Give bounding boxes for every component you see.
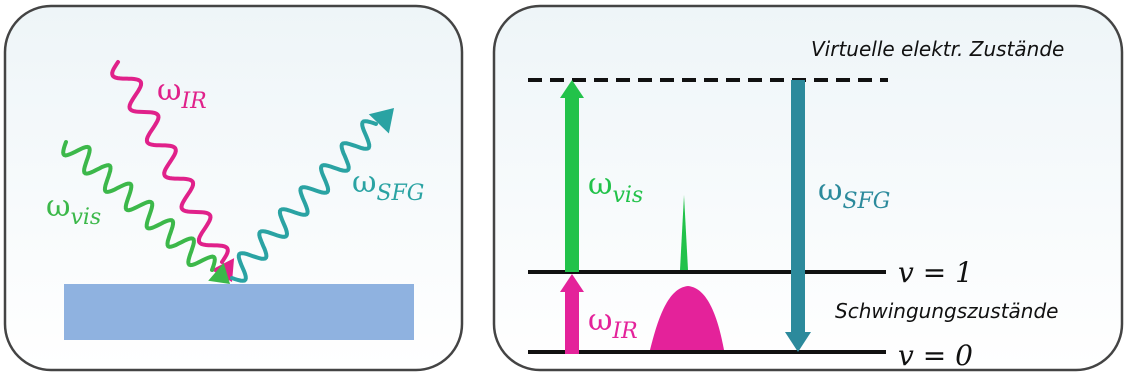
level-v0-label: 𝑣 = 0	[898, 339, 973, 372]
vis-spectral-peak	[680, 195, 688, 270]
virtual-state-label: Virtuelle elektr. Zustände	[811, 37, 1064, 61]
sfg-transition-shaft	[791, 80, 805, 334]
ir-beam	[110, 60, 230, 264]
vibrational-states-label: Schwingungszustände	[835, 299, 1059, 323]
sfg-transition-label: ωSFG	[818, 173, 890, 214]
right-panel-frame	[492, 4, 1124, 372]
vis-transition-arrowhead	[560, 80, 584, 98]
sfg-geometry-panel: ωIR ωvis ωSFG	[3, 4, 464, 372]
energy-level-panel: Virtuelle elektr. Zustände 𝑣 = 1 𝑣 = 0 S…	[492, 4, 1124, 372]
sfg-beam-arrowhead	[368, 108, 394, 134]
ir-label: ωIR	[157, 73, 207, 114]
sample-surface	[64, 284, 414, 340]
ir-transition-arrowhead	[560, 274, 584, 292]
ir-transition-label: ωIR	[588, 303, 638, 344]
sfg-beam	[230, 119, 378, 283]
vis-label: ωvis	[46, 189, 101, 230]
vis-beam-arrowhead	[208, 262, 230, 284]
ir-spectral-band	[650, 286, 724, 350]
left-panel-frame	[3, 4, 464, 372]
vis-transition-label: ωvis	[588, 167, 643, 208]
vis-transition-shaft	[565, 96, 579, 272]
vis-beam	[61, 140, 217, 272]
ir-transition-shaft	[565, 290, 579, 354]
sfg-label: ωSFG	[352, 165, 424, 206]
sfg-transition-arrowhead	[785, 332, 811, 352]
level-v1-label: 𝑣 = 1	[898, 256, 973, 289]
